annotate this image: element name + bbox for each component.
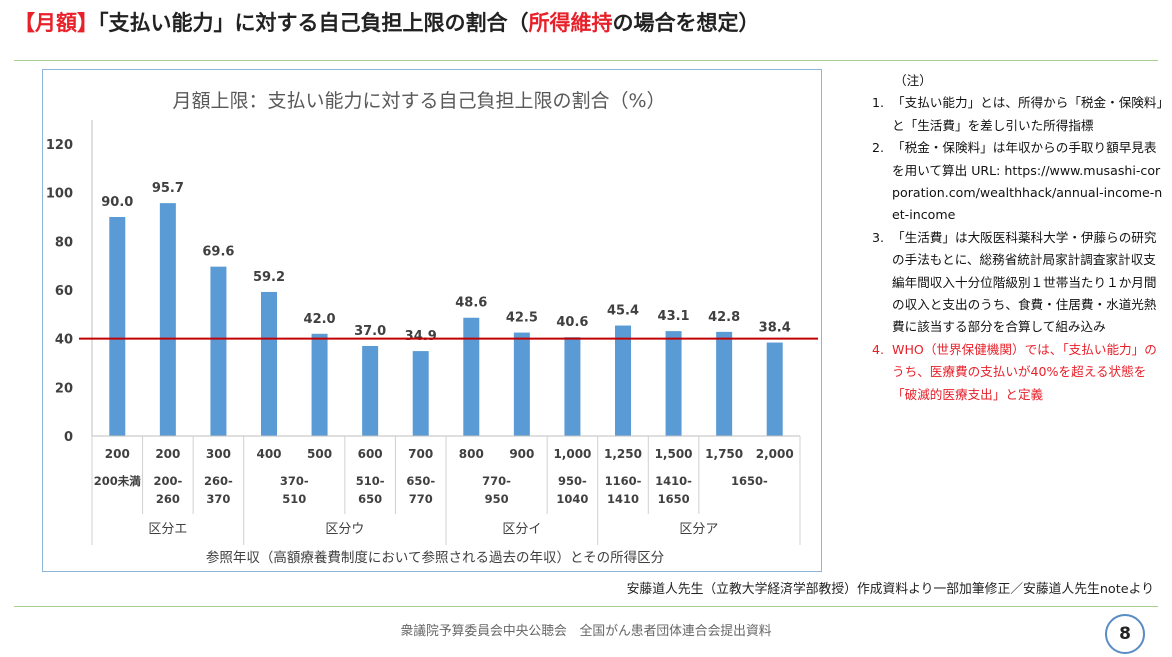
bar [716,331,733,436]
x-tick-label: 2,000 [756,447,794,461]
bar-value-label: 38.4 [759,321,791,336]
bar [362,345,379,436]
bar [159,203,176,436]
bar [109,217,126,436]
notes-list: 「支払い能力」とは、所得から「税金・保険料」と「生活費」を差し引いた所得指標 「… [868,92,1168,406]
note-item-2: 「税金・保険料」は年収からの手取り額早見表を用いて算出 URL: https:/… [888,137,1168,227]
y-tick-label: 60 [55,284,73,299]
x-axis-title: 参照年収（高額療養費制度において参照される過去の年収）とその所得区分 [206,549,664,566]
page-number: 8 [1105,614,1145,654]
income-range-label: 200-260 [153,474,182,506]
bar-value-label: 45.4 [607,304,639,319]
bar [513,332,530,436]
x-tick-label: 800 [459,447,484,461]
title-suffix: の場合を想定） [612,11,760,35]
income-range-label: 950-1040 [556,474,588,506]
income-range-label: 1650- [731,474,768,488]
income-range-label: 770-950 [482,474,511,506]
note-item-3: 「生活費」は大阪医科薬科大学・伊藤らの研究の手法もとに、総務省統計局家計調査家計… [888,227,1168,339]
x-tick-label: 600 [358,447,383,461]
bar-value-label: 34.9 [405,329,437,344]
notes-header: （注） [894,73,932,88]
x-tick-label: 200 [105,447,130,461]
bar [412,351,429,436]
bottom-divider [14,606,1158,607]
y-tick-label: 20 [55,381,73,396]
bar-value-label: 40.6 [556,315,588,330]
bar-chart: 月額上限：支払い能力に対する自己負担上限の割合（%） 0 20 40 60 80 100 12… [46,90,818,566]
income-range-label: 370-510 [280,474,309,506]
chart-title: 月額上限：支払い能力に対する自己負担上限の割合（%） [172,90,665,112]
income-range-label: 200未満 [94,474,142,488]
y-tick-label: 120 [46,138,73,153]
title-main: 「支払い能力」に対する自己負担上限の割合（ [98,11,529,35]
x-tick-label: 900 [509,447,534,461]
bar [463,317,480,436]
y-tick-label: 40 [55,333,73,348]
title-prefix: 【月額】 [14,11,98,35]
x-tick-label: 1,250 [604,447,642,461]
bar [311,333,328,436]
x-tick-label: 300 [206,447,231,461]
income-range-label: 1410-1650 [655,474,692,506]
top-divider [14,60,1158,61]
bar-value-label: 42.0 [304,312,336,327]
x-tick-label: 1,750 [705,447,743,461]
bar [564,337,581,436]
bar-value-label: 69.6 [202,245,234,260]
bar-value-label: 48.6 [455,296,487,311]
x-tick-label: 200 [155,447,180,461]
income-group-label: 区分イ [502,522,541,537]
income-range-label: 1160-1410 [605,474,642,506]
income-range-label: 260-370 [204,474,233,506]
bar [615,325,631,436]
y-tick-label: 100 [46,187,73,202]
income-range-label: 510-650 [356,474,385,506]
x-tick-label: 500 [307,447,332,461]
bar [665,331,682,436]
bar-value-label: 42.5 [506,311,538,326]
title-highlight: 所得維持 [528,11,613,35]
x-tick-label: 1,500 [655,447,693,461]
source-credit: 安藤道人先生（立教大学経済学部教授）作成資料より一部加筆修正／安藤道人先生not… [626,582,1154,597]
x-tick-label: 400 [256,447,281,461]
x-tick-label: 700 [408,447,433,461]
footer-text: 衆議院予算委員会中央公聴会 全国がん患者団体連合会提出資料 [400,624,772,639]
chart-frame: 月額上限：支払い能力に対する自己負担上限の割合（%） 0 20 40 60 80 100 12… [42,69,822,572]
y-tick-label: 0 [64,430,73,445]
bar-value-label: 42.8 [708,310,740,325]
income-range-label: 650-770 [406,474,435,506]
note-item-4: WHO（世界保健機関）では、「支払い能力」のうち、医療費の支払いが40%を超える… [888,339,1168,406]
income-group-label: 区分ウ [325,522,364,537]
bar [766,342,783,436]
income-group-label: 区分エ [148,522,187,537]
bar [261,291,277,436]
y-tick-label: 80 [55,235,73,250]
x-tick-label: 1,000 [553,447,591,461]
income-group-label: 区分ア [679,522,718,537]
bar-value-label: 95.7 [152,181,184,196]
bar-value-label: 37.0 [354,324,386,339]
bar [210,266,227,436]
note-item-1: 「支払い能力」とは、所得から「税金・保険料」と「生活費」を差し引いた所得指標 [888,92,1168,137]
bar-value-label: 59.2 [253,270,285,285]
notes-panel: （注） 「支払い能力」とは、所得から「税金・保険料」と「生活費」を差し引いた所得… [868,70,1168,406]
bar-value-label: 90.0 [101,195,133,210]
slide-title: 【月額】「支払い能力」に対する自己負担上限の割合（所得維持の場合を想定） [14,6,1164,40]
bar-value-label: 43.1 [658,309,690,324]
